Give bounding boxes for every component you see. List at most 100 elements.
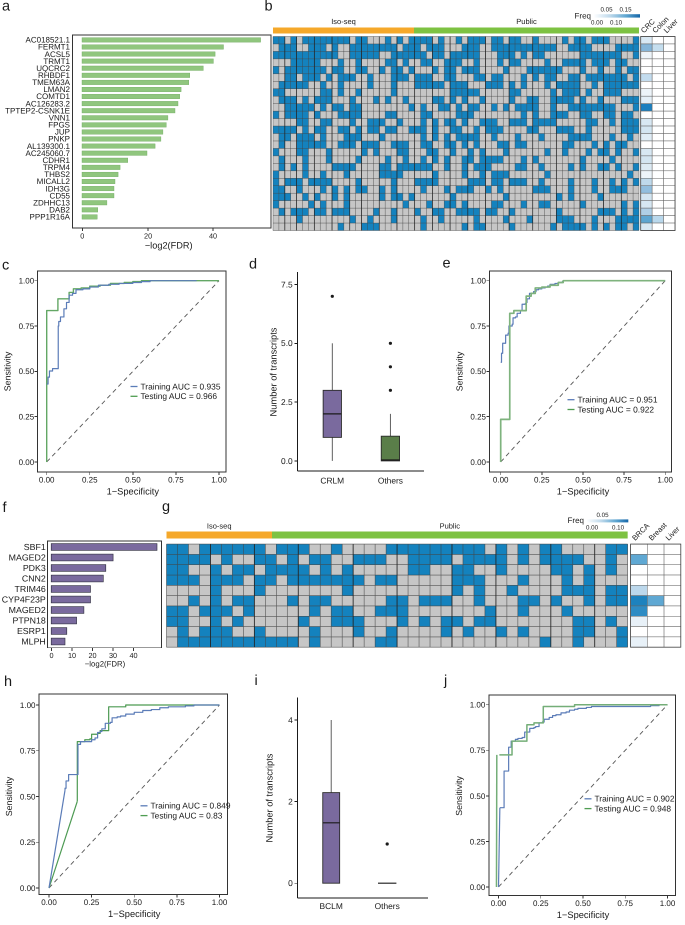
svg-text:PTPN18: PTPN18 [13, 616, 46, 626]
svg-text:0.05: 0.05 [600, 7, 613, 14]
svg-text:c: c [2, 258, 9, 274]
svg-text:PNKP: PNKP [48, 135, 70, 144]
svg-text:FPGS: FPGS [48, 121, 70, 130]
svg-text:0.75: 0.75 [169, 898, 185, 907]
svg-text:1.00: 1.00 [211, 476, 227, 485]
svg-text:TRPM4: TRPM4 [43, 163, 71, 172]
svg-text:1.00: 1.00 [660, 899, 676, 908]
svg-text:Testing AUC = 0.966: Testing AUC = 0.966 [141, 391, 218, 401]
svg-text:f: f [3, 500, 8, 516]
svg-text:0.50: 0.50 [126, 898, 142, 907]
svg-text:TPTEP2-CSNK1E: TPTEP2-CSNK1E [5, 106, 70, 115]
svg-text:0.25: 0.25 [84, 898, 100, 907]
svg-text:Others: Others [375, 901, 400, 911]
svg-text:1.00: 1.00 [470, 701, 486, 710]
svg-text:CRLM: CRLM [320, 476, 344, 486]
svg-text:PPP1R16A: PPP1R16A [30, 213, 71, 222]
svg-text:AC126283.2: AC126283.2 [26, 99, 71, 108]
svg-text:a: a [2, 0, 11, 15]
svg-text:1.00: 1.00 [657, 476, 673, 485]
svg-text:0.15: 0.15 [619, 7, 632, 14]
svg-text:VNN1: VNN1 [49, 114, 71, 123]
svg-text:Sensitivity: Sensitivity [4, 776, 14, 816]
svg-text:TMEM63A: TMEM63A [32, 78, 70, 87]
svg-text:0: 0 [288, 878, 293, 888]
svg-text:Iso-seq: Iso-seq [331, 17, 356, 26]
svg-text:0: 0 [49, 651, 53, 660]
svg-text:TRIM46: TRIM46 [15, 584, 46, 594]
svg-text:0.00: 0.00 [493, 476, 509, 485]
svg-text:UQCRC2: UQCRC2 [36, 64, 70, 73]
svg-text:0.50: 0.50 [470, 792, 486, 801]
svg-text:0.00: 0.00 [470, 883, 486, 892]
svg-text:0.75: 0.75 [20, 747, 36, 756]
svg-text:0.00: 0.00 [491, 899, 507, 908]
svg-text:Training AUC = 0.935: Training AUC = 0.935 [141, 381, 221, 391]
svg-text:AL139300.1: AL139300.1 [27, 142, 71, 151]
svg-text:20: 20 [144, 231, 152, 240]
svg-text:d: d [249, 256, 257, 272]
svg-text:ACSL5: ACSL5 [45, 50, 71, 59]
svg-text:Public: Public [516, 17, 537, 26]
svg-text:1−Specificity: 1−Specificity [108, 909, 161, 919]
svg-text:4: 4 [288, 715, 293, 725]
svg-text:1.00: 1.00 [470, 277, 486, 286]
svg-text:0.00: 0.00 [20, 884, 36, 893]
svg-text:1.00: 1.00 [212, 898, 228, 907]
svg-text:−log2(FDR): −log2(FDR) [85, 660, 126, 669]
svg-text:AC018521.1: AC018521.1 [26, 36, 71, 45]
svg-text:Sensitivity: Sensitivity [3, 351, 13, 391]
svg-text:0.50: 0.50 [125, 476, 141, 485]
svg-text:j: j [443, 673, 447, 689]
svg-text:Number of transcripts: Number of transcripts [264, 753, 274, 842]
svg-text:0.00: 0.00 [41, 898, 57, 907]
svg-text:0.75: 0.75 [168, 476, 184, 485]
svg-text:0.25: 0.25 [470, 413, 486, 422]
svg-text:THBS2: THBS2 [44, 170, 70, 179]
svg-text:PDK3: PDK3 [23, 563, 46, 573]
svg-text:30: 30 [109, 651, 117, 660]
svg-text:0.10: 0.10 [612, 525, 625, 532]
svg-text:0.25: 0.25 [82, 476, 98, 485]
svg-text:i: i [255, 673, 258, 689]
svg-text:Iso-seq: Iso-seq [207, 521, 232, 530]
svg-text:MAGED2: MAGED2 [9, 605, 46, 615]
svg-text:CNN2: CNN2 [22, 574, 46, 584]
svg-text:Sensitivity: Sensitivity [454, 776, 464, 816]
svg-text:LMAN2: LMAN2 [43, 85, 70, 94]
svg-text:1−Specificity: 1−Specificity [557, 487, 610, 497]
svg-text:BRCA: BRCA [630, 521, 651, 542]
svg-text:Public: Public [440, 521, 461, 530]
svg-text:0.00: 0.00 [39, 476, 55, 485]
svg-text:0.50: 0.50 [575, 476, 591, 485]
svg-text:0.25: 0.25 [470, 837, 486, 846]
svg-text:0.00: 0.00 [586, 525, 599, 532]
svg-text:RHBDF1: RHBDF1 [38, 71, 71, 80]
svg-text:0.00: 0.00 [19, 458, 35, 467]
svg-text:1−Specificity: 1−Specificity [557, 910, 610, 920]
svg-text:Testing AUC = 0.922: Testing AUC = 0.922 [578, 404, 655, 414]
svg-text:FERMT1: FERMT1 [38, 43, 71, 52]
svg-text:0.50: 0.50 [20, 792, 36, 801]
svg-text:2: 2 [288, 797, 293, 807]
svg-text:Testing AUC = 0.948: Testing AUC = 0.948 [595, 803, 672, 813]
svg-text:40: 40 [209, 231, 217, 240]
svg-text:COMTD1: COMTD1 [36, 92, 70, 101]
svg-text:0.25: 0.25 [20, 838, 36, 847]
svg-text:1−Specificity: 1−Specificity [107, 487, 160, 497]
svg-text:0.25: 0.25 [19, 413, 35, 422]
svg-text:Freq: Freq [575, 11, 591, 20]
svg-text:b: b [265, 0, 273, 15]
svg-text:AC245060.7: AC245060.7 [26, 149, 71, 158]
svg-text:g: g [162, 499, 170, 515]
svg-text:Training AUC = 0.951: Training AUC = 0.951 [578, 395, 658, 405]
svg-text:0.50: 0.50 [575, 899, 591, 908]
svg-text:0.25: 0.25 [533, 899, 549, 908]
svg-text:Others: Others [378, 476, 403, 486]
svg-text:ESRP1: ESRP1 [17, 626, 46, 636]
svg-text:0.00: 0.00 [470, 458, 486, 467]
svg-text:0.75: 0.75 [19, 322, 35, 331]
svg-text:e: e [443, 256, 451, 272]
svg-text:20: 20 [88, 651, 96, 660]
svg-text:Number of transcripts: Number of transcripts [269, 327, 279, 416]
